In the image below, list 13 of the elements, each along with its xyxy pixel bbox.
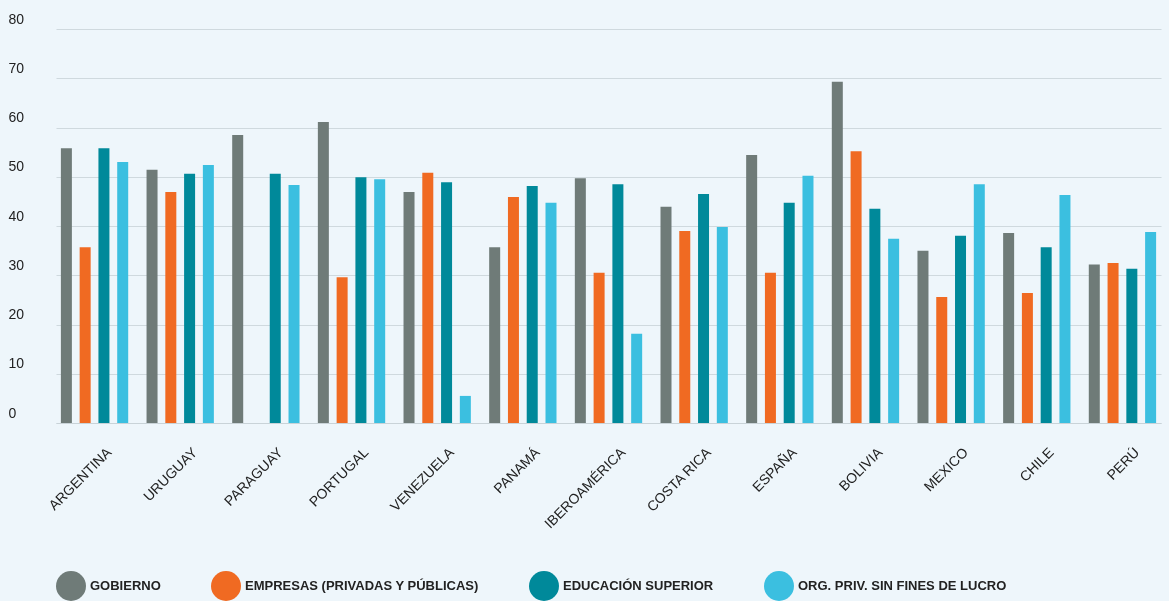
y-tick-label: 20 bbox=[8, 306, 25, 322]
y-tick-label: 10 bbox=[8, 355, 25, 372]
y-tick-label: 30 bbox=[8, 256, 25, 273]
y-tick-label: 0 bbox=[8, 404, 17, 421]
y-tick-label: 80 bbox=[8, 10, 25, 27]
legend-label: EDUCACIÓN SUPERIOR bbox=[563, 578, 714, 593]
legend-label: ORG. PRIV. SIN FINES DE LUCRO bbox=[798, 578, 1007, 593]
y-tick-label: 40 bbox=[8, 207, 25, 224]
y-tick-label: 50 bbox=[8, 158, 25, 175]
legend-label: GOBIERNO bbox=[90, 578, 161, 593]
legend-label: EMPRESAS (PRIVADAS Y PÚBLICAS) bbox=[245, 578, 479, 593]
y-tick-label: 60 bbox=[8, 109, 25, 125]
y-tick-label: 70 bbox=[8, 59, 25, 76]
